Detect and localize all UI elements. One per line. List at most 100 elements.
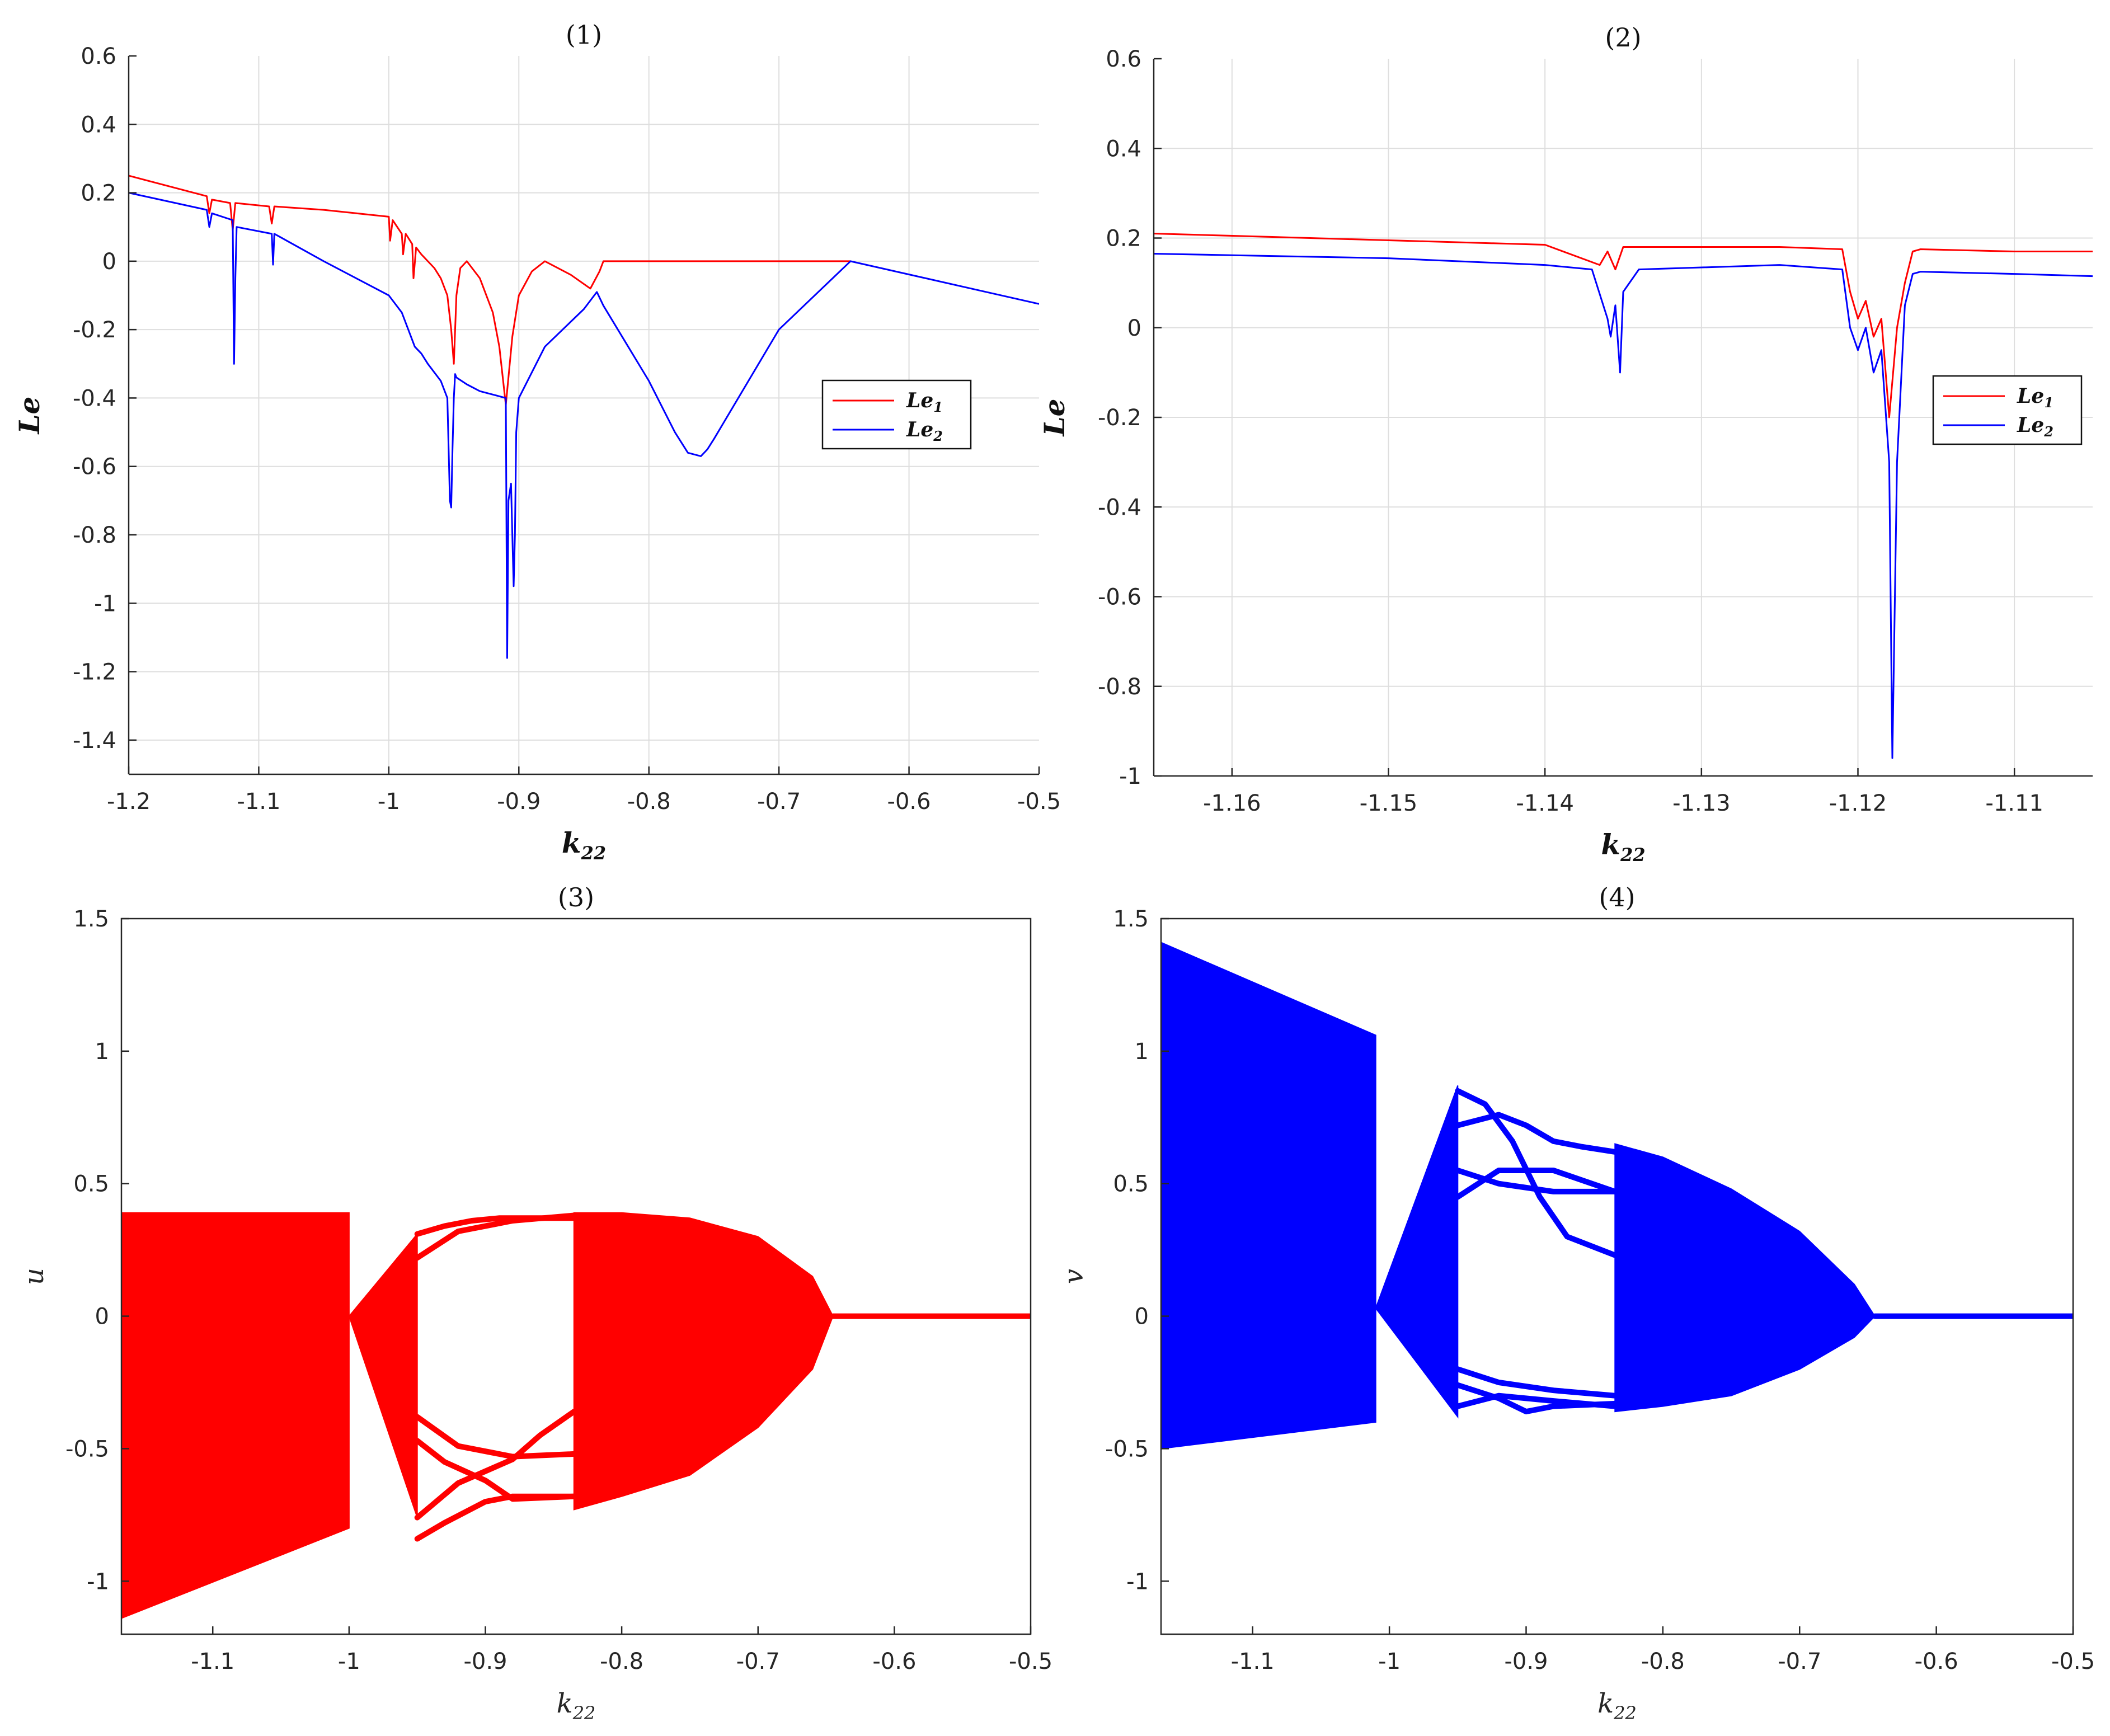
x-tick-label: -1.12 bbox=[1829, 791, 1887, 816]
x-tick-label: -0.9 bbox=[1504, 1649, 1548, 1674]
x-tick-label: -1 bbox=[378, 789, 400, 815]
y-tick-label: 1 bbox=[1135, 1039, 1149, 1065]
y-tick-label: -0.8 bbox=[73, 523, 116, 548]
y-tick-label: -0.2 bbox=[1098, 405, 1141, 431]
chart-title: (1) bbox=[566, 20, 602, 50]
x-tick-label: -0.7 bbox=[757, 789, 801, 815]
y-tick-label: 1 bbox=[95, 1039, 109, 1065]
y-tick-label: -0.2 bbox=[73, 317, 116, 343]
x-tick-label: -0.5 bbox=[1009, 1649, 1052, 1674]
y-tick-label: 0.6 bbox=[1106, 46, 1141, 72]
x-axis-label: k22 bbox=[1601, 828, 1645, 865]
y-tick-label: -0.6 bbox=[1098, 585, 1141, 610]
legend-box bbox=[1932, 375, 2083, 445]
bifurcation-branch-5 bbox=[414, 1438, 577, 1502]
y-tick-label: -0.4 bbox=[1098, 495, 1141, 520]
x-tick-label: -1.15 bbox=[1360, 791, 1418, 816]
legend-label: Le2 bbox=[906, 418, 943, 444]
chart-4: -1.1 -1 -0.9 -0.8 -0.7 -0.6 -0.5 -1 -0.5 0 0.5 1 1.5… bbox=[1058, 882, 2095, 1724]
chaotic-region-1 bbox=[1161, 942, 1376, 1450]
x-axis-label: k22 bbox=[557, 1688, 596, 1724]
x-tick-label: -1.1 bbox=[191, 1649, 234, 1674]
y-tick-label: 1.5 bbox=[1113, 906, 1149, 932]
y-tick-label: -0.6 bbox=[73, 454, 116, 480]
plot-area bbox=[1154, 233, 2093, 759]
chaotic-region-1 bbox=[121, 1212, 350, 1619]
y-tick-label: 1.5 bbox=[73, 906, 109, 932]
y-tick-label: -0.5 bbox=[65, 1436, 109, 1462]
y-axis-label: Le bbox=[1038, 399, 1071, 437]
bifurcation-branch-2 bbox=[1455, 1112, 1557, 1144]
chaotic-region-3 bbox=[1614, 1143, 1876, 1413]
y-tick-label: 0.6 bbox=[81, 44, 116, 69]
bifurcation-branch-2 bbox=[414, 1212, 577, 1261]
x-tick-label: -1.2 bbox=[107, 789, 151, 815]
x-tick-label: -0.9 bbox=[497, 789, 541, 815]
y-tick-label: -1 bbox=[1119, 764, 1141, 789]
chart-title: (2) bbox=[1605, 22, 1641, 53]
plot-area bbox=[129, 175, 1039, 659]
x-tick-label: -0.6 bbox=[1915, 1649, 1958, 1674]
chart-title: (3) bbox=[558, 882, 594, 912]
x-tick-label: -1.1 bbox=[1231, 1649, 1275, 1674]
y-tick-label: 0 bbox=[1135, 1304, 1149, 1330]
y-tick-label: -0.4 bbox=[73, 385, 116, 411]
x-axis-label: k22 bbox=[1597, 1688, 1637, 1724]
x-tick-label: -0.8 bbox=[627, 789, 671, 815]
x-tick-label: -0.5 bbox=[2051, 1649, 2095, 1674]
y-tick-label: -1 bbox=[87, 1569, 109, 1594]
chart-title: (4) bbox=[1599, 882, 1635, 912]
x-tick-label: -1 bbox=[1378, 1649, 1401, 1674]
x-tick-label: -0.6 bbox=[872, 1649, 916, 1674]
chart-3: -1.1 -1 -0.9 -0.8 -0.7 -0.6 -0.5 -1 -0.5 0 0.5 1 1.5… bbox=[18, 882, 1052, 1724]
y-axis-label: v bbox=[1058, 1269, 1089, 1284]
y-tick-label: 0.4 bbox=[81, 112, 116, 138]
x-tick-label: -1.11 bbox=[1985, 791, 2043, 816]
x-tick-label: -0.5 bbox=[1017, 789, 1061, 815]
y-tick-label: -1.4 bbox=[73, 728, 116, 754]
y-tick-label: -1 bbox=[1126, 1569, 1149, 1594]
legend-box bbox=[821, 379, 972, 450]
x-tick-label: -0.7 bbox=[736, 1649, 780, 1674]
y-axis-label: u bbox=[18, 1268, 50, 1285]
chart-1: -1.2 -1.1 -1 -0.9 -0.8 -0.7 -0.6 -0.5 -1.4 -1.2 -1… bbox=[13, 20, 1061, 864]
y-tick-label: 0 bbox=[95, 1304, 109, 1330]
plot-area bbox=[1161, 942, 2073, 1450]
y-tick-label: 0.5 bbox=[1113, 1172, 1149, 1197]
y-tick-label: 0.5 bbox=[73, 1172, 109, 1197]
series-line-le2 bbox=[1154, 253, 2093, 759]
y-tick-label: 0.2 bbox=[1106, 226, 1141, 252]
x-tick-label: -0.8 bbox=[1641, 1649, 1685, 1674]
x-tick-label: -0.8 bbox=[600, 1649, 643, 1674]
y-tick-label: -0.5 bbox=[1105, 1436, 1149, 1462]
series-line-le1 bbox=[1154, 233, 2093, 418]
bifurcation-branch-4 bbox=[414, 1409, 577, 1521]
chaotic-region-2 bbox=[348, 1232, 418, 1518]
chaotic-region-3 bbox=[573, 1212, 834, 1511]
chart-2: -1.16 -1.15 -1.14 -1.13 -1.12 -1.11 -1 -0.8 -0.6… bbox=[1038, 22, 2093, 865]
legend-label: Le1 bbox=[906, 389, 943, 415]
x-tick-label: -0.6 bbox=[887, 789, 931, 815]
y-axis-label: Le bbox=[13, 397, 46, 435]
legend-label: Le2 bbox=[2017, 413, 2053, 440]
y-tick-label: -1 bbox=[94, 591, 116, 617]
x-axis-label: k22 bbox=[562, 826, 606, 864]
bifurcation-branch-3 bbox=[414, 1414, 577, 1460]
x-tick-label: -1.14 bbox=[1516, 791, 1574, 816]
bifurcation-branch-6 bbox=[414, 1493, 577, 1542]
y-tick-label: 0.2 bbox=[81, 181, 116, 206]
chaotic-region-2 bbox=[1375, 1085, 1459, 1419]
plot-area bbox=[121, 1212, 1031, 1619]
y-tick-label: 0.4 bbox=[1106, 136, 1141, 162]
series-line-le1 bbox=[129, 175, 850, 406]
y-tick-label: 0 bbox=[102, 249, 116, 275]
x-tick-label: -0.9 bbox=[463, 1649, 507, 1674]
y-tick-label: -0.8 bbox=[1098, 674, 1141, 700]
x-tick-label: -1.1 bbox=[237, 789, 280, 815]
series-line-le2 bbox=[129, 192, 1039, 659]
bifurcation-branch-8 bbox=[1455, 1382, 1618, 1415]
bifurcation-branch-4 bbox=[1455, 1168, 1618, 1194]
